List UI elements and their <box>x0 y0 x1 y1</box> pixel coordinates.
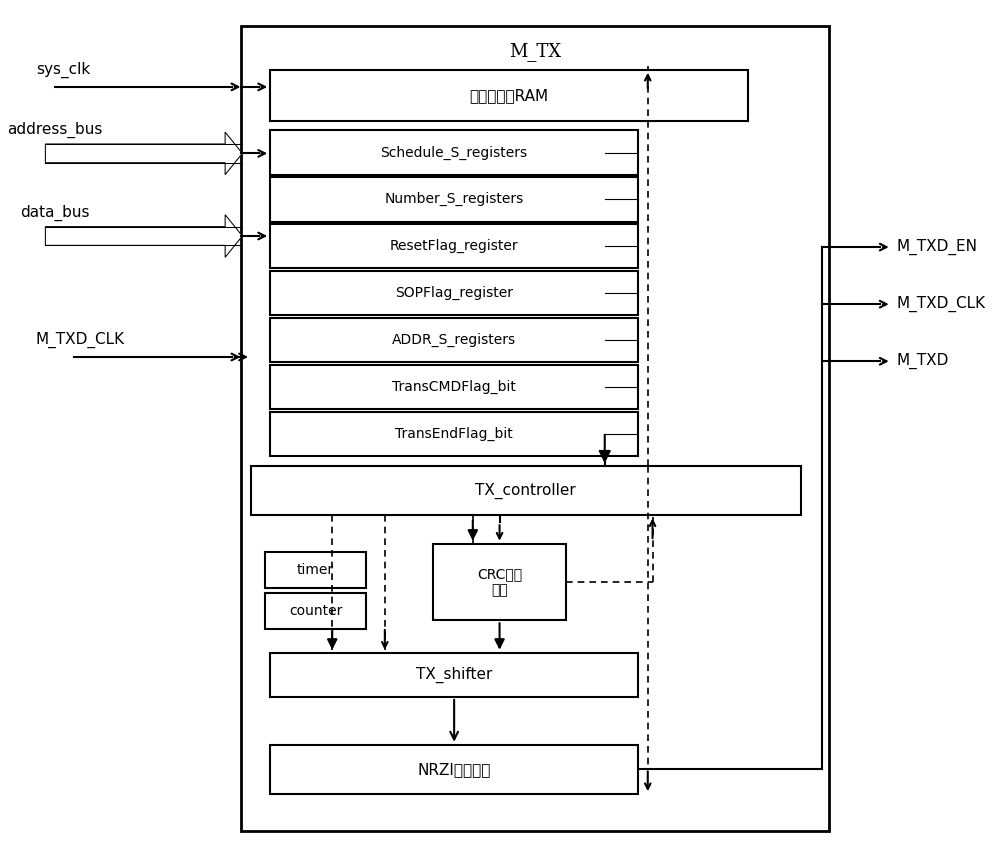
Text: 双口存储器RAM: 双口存储器RAM <box>470 88 549 103</box>
Bar <box>270 318 638 362</box>
Bar <box>270 745 638 794</box>
Bar <box>270 70 748 121</box>
Polygon shape <box>45 215 242 257</box>
Bar <box>270 224 638 268</box>
Text: NRZI编码模块: NRZI编码模块 <box>417 762 491 777</box>
Text: M_TXD_CLK: M_TXD_CLK <box>896 296 986 313</box>
Bar <box>241 26 829 831</box>
Text: address_bus: address_bus <box>7 122 103 138</box>
Text: ResetFlag_register: ResetFlag_register <box>390 239 518 253</box>
Text: data_bus: data_bus <box>20 204 90 221</box>
Bar <box>270 412 638 456</box>
Text: Schedule_S_registers: Schedule_S_registers <box>381 146 528 159</box>
Bar <box>270 130 638 175</box>
Text: Number_S_registers: Number_S_registers <box>385 193 524 206</box>
Text: timer: timer <box>297 563 334 577</box>
Bar <box>265 552 366 588</box>
Bar <box>270 177 638 222</box>
Text: M_TXD_EN: M_TXD_EN <box>896 239 977 256</box>
Bar <box>251 466 801 515</box>
Text: sys_clk: sys_clk <box>36 62 90 78</box>
Text: TX_controller: TX_controller <box>475 482 576 499</box>
Bar <box>270 365 638 409</box>
Text: ADDR_S_registers: ADDR_S_registers <box>392 333 516 347</box>
Text: M_TXD: M_TXD <box>896 353 949 370</box>
Text: M_TX: M_TX <box>509 42 561 60</box>
Text: SOPFlag_register: SOPFlag_register <box>395 286 513 300</box>
Bar <box>270 271 638 315</box>
Polygon shape <box>45 132 242 175</box>
Text: CRC校验
模块: CRC校验 模块 <box>477 567 522 597</box>
Bar <box>433 544 566 620</box>
Bar <box>270 653 638 697</box>
Text: TX_shifter: TX_shifter <box>416 666 492 683</box>
Text: M_TXD_CLK: M_TXD_CLK <box>36 332 125 348</box>
Text: TransEndFlag_bit: TransEndFlag_bit <box>395 427 513 440</box>
Bar <box>265 593 366 629</box>
Text: TransCMDFlag_bit: TransCMDFlag_bit <box>392 380 516 394</box>
Text: counter: counter <box>289 604 342 618</box>
